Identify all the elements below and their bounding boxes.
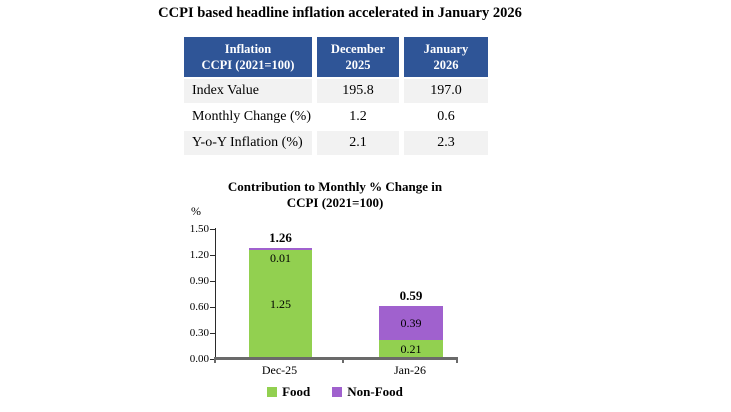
y-tick-label: 0.00 bbox=[189, 353, 209, 365]
segment-value-label: 0.39 bbox=[400, 315, 422, 330]
legend-item-non-food: Non-Food bbox=[332, 384, 403, 400]
y-tick-mark bbox=[210, 332, 215, 334]
page-title: CCPI based headline inflation accelerate… bbox=[158, 5, 522, 21]
cell-yoy-inflation-jan: 2.3 bbox=[404, 131, 488, 155]
row-label-yoy-inflation: Y-o-Y Inflation (%) bbox=[184, 131, 312, 155]
y-tick-mark bbox=[210, 254, 215, 256]
cell-index-value-dec: 195.8 bbox=[317, 79, 399, 103]
y-tick-label: 0.90 bbox=[189, 275, 209, 287]
y-axis-unit-label: % bbox=[191, 204, 201, 218]
x-axis-line bbox=[214, 357, 458, 360]
row-label-index-value: Index Value bbox=[184, 79, 312, 103]
x-tick-mark bbox=[214, 359, 216, 363]
segment-value-label: 0.01 bbox=[270, 250, 291, 265]
food-segment bbox=[249, 249, 312, 358]
y-tick-mark bbox=[210, 306, 215, 308]
row-label-monthly-change: Monthly Change (%) bbox=[184, 105, 312, 129]
total-value-label: 1.26 bbox=[269, 229, 292, 245]
non-food-segment bbox=[379, 306, 443, 340]
cell-monthly-change-jan: 0.6 bbox=[404, 105, 488, 129]
segment-value-label: 0.21 bbox=[400, 341, 422, 356]
legend-label-food: Food bbox=[282, 384, 311, 399]
chart-title: Contribution to Monthly % Change in CCPI… bbox=[227, 179, 443, 211]
food-legend-swatch-icon bbox=[267, 387, 278, 397]
non-food-segment bbox=[249, 248, 312, 250]
cell-index-value-jan: 197.0 bbox=[404, 79, 488, 103]
food-segment bbox=[379, 339, 443, 358]
cell-monthly-change-dec: 1.2 bbox=[317, 105, 399, 129]
y-tick-label: 1.20 bbox=[189, 249, 209, 261]
table-header-january-2026: January 2026 bbox=[404, 37, 488, 77]
plot-area: 1.25 0.01 0.21 0.39 1.26 0.59 bbox=[215, 228, 471, 358]
y-tick-mark bbox=[210, 280, 215, 282]
y-tick-label: 0.60 bbox=[189, 301, 209, 313]
y-tick-label: 0.30 bbox=[189, 327, 209, 339]
bar-dec-25 bbox=[249, 248, 312, 358]
y-tick-mark bbox=[210, 228, 215, 230]
cell-yoy-inflation-dec: 2.1 bbox=[317, 131, 399, 155]
x-axis-label-jan-26: Jan-26 bbox=[394, 363, 426, 377]
x-axis-label-dec-25: Dec-25 bbox=[261, 363, 298, 377]
x-tick-mark bbox=[456, 359, 458, 363]
legend-item-food: Food bbox=[267, 384, 310, 400]
table-header-inflation-ccpi: Inflation CCPI (2021=100) bbox=[184, 37, 312, 77]
contribution-chart: Contribution to Monthly % Change in CCPI… bbox=[185, 178, 485, 410]
total-value-label: 0.59 bbox=[399, 287, 423, 303]
legend-label-non-food: Non-Food bbox=[347, 384, 403, 399]
chart-legend: Food Non-Food bbox=[185, 384, 485, 400]
non-food-legend-swatch-icon bbox=[332, 387, 343, 397]
segment-value-label: 1.25 bbox=[270, 296, 291, 311]
y-tick-label: 1.50 bbox=[189, 223, 209, 235]
bar-jan-26 bbox=[379, 306, 443, 358]
y-tick-mark bbox=[210, 358, 215, 360]
x-tick-mark bbox=[342, 359, 344, 363]
inflation-table: Inflation CCPI (2021=100) December 2025 … bbox=[184, 37, 488, 155]
table-header-december-2025: December 2025 bbox=[317, 37, 399, 77]
